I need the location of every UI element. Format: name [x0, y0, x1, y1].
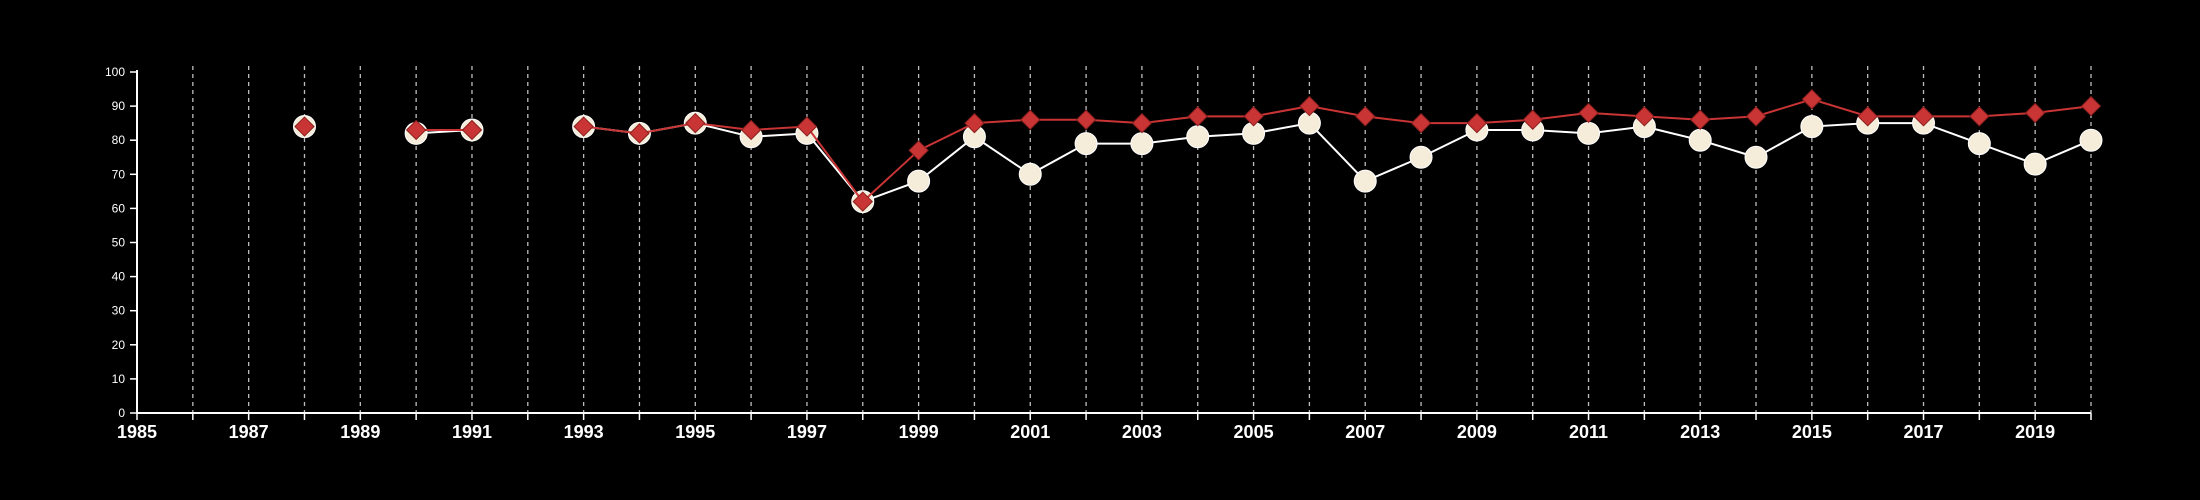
data-point-circle	[1353, 169, 1377, 193]
y-tick-label: 50	[112, 236, 126, 250]
data-point-diamond	[1187, 106, 1208, 127]
data-point-circle	[1577, 121, 1601, 145]
y-tick-label: 80	[112, 133, 126, 147]
x-tick-label: 2003	[1122, 422, 1162, 442]
series-group	[292, 89, 2103, 214]
data-point-diamond	[1075, 109, 1097, 130]
y-tick-label: 40	[112, 270, 126, 284]
data-point-circle	[2079, 128, 2103, 152]
data-point-diamond	[1969, 106, 1990, 127]
data-point-diamond	[852, 191, 873, 212]
y-tick-label: 70	[112, 167, 126, 181]
data-point-diamond	[573, 116, 594, 137]
data-point-diamond	[1689, 109, 1711, 130]
data-point-diamond	[1299, 95, 1320, 117]
data-point-diamond	[1466, 112, 1488, 134]
x-tick-label: 2007	[1345, 422, 1385, 442]
x-tick-label: 1993	[564, 422, 604, 442]
x-tick-label: 2005	[1234, 422, 1274, 442]
data-point-circle	[1967, 132, 1991, 156]
data-point-diamond	[629, 123, 650, 144]
y-tick-label: 60	[112, 201, 126, 215]
x-tick-label: 2017	[1903, 422, 1943, 442]
data-point-diamond	[461, 119, 483, 141]
x-tick-label: 1999	[899, 422, 939, 442]
data-point-diamond	[740, 119, 762, 141]
series-1-line	[583, 122, 2092, 203]
data-point-diamond	[1020, 109, 1041, 130]
data-point-diamond	[1745, 106, 1767, 127]
data-point-diamond	[908, 140, 929, 161]
data-point-diamond	[1578, 102, 1599, 124]
x-tick-label: 2001	[1010, 422, 1050, 442]
data-point-diamond	[294, 116, 315, 137]
y-tick-label: 20	[112, 338, 126, 352]
data-point-circle	[1409, 145, 1433, 169]
series-2-line	[583, 98, 2092, 204]
data-point-diamond	[1243, 106, 1264, 127]
x-tick-label: 1997	[787, 422, 827, 442]
y-tick-label: 30	[112, 304, 126, 318]
y-tick-label: 90	[112, 99, 126, 113]
data-point-circle	[2023, 152, 2047, 176]
data-point-circle	[1018, 162, 1042, 186]
data-point-diamond	[1913, 106, 1934, 127]
axes: 0 10 20 30 40 50 60 70 80 90 100 1985 1987 1989 1991 19…	[105, 65, 2092, 442]
data-point-circle	[1744, 145, 1768, 169]
data-point-circle	[1074, 132, 1098, 156]
data-point-circle	[1186, 125, 1210, 149]
x-tick-label: 1995	[675, 422, 715, 442]
x-tick-label: 1985	[117, 422, 157, 442]
data-point-diamond	[1522, 109, 1543, 130]
data-point-diamond	[1355, 106, 1376, 127]
data-point-diamond	[405, 119, 427, 141]
data-point-circle	[1130, 132, 1154, 156]
data-point-diamond	[964, 112, 985, 134]
data-point-diamond	[2024, 102, 2046, 124]
y-tick-label: 10	[112, 372, 126, 386]
x-tick-label: 2009	[1457, 422, 1497, 442]
data-point-diamond	[1634, 106, 1655, 127]
data-point-diamond	[1410, 112, 1432, 134]
x-tick-label: 1987	[229, 422, 269, 442]
data-point-diamond	[685, 112, 706, 134]
data-point-circle	[1688, 128, 1712, 152]
data-point-diamond	[1857, 106, 1878, 127]
data-point-diamond	[1131, 112, 1153, 134]
x-tick-label: 1989	[340, 422, 380, 442]
x-tick-label: 1991	[452, 422, 492, 442]
series-1	[292, 111, 2103, 214]
y-tick-label: 0	[118, 406, 125, 420]
x-tick-label: 2011	[1569, 422, 1608, 442]
data-point-circle	[1800, 115, 1824, 139]
data-point-circle	[907, 169, 931, 193]
x-tick-label: 2015	[1792, 422, 1832, 442]
y-tick-label: 100	[105, 65, 125, 79]
x-tick-label: 2019	[2015, 422, 2055, 442]
data-point-diamond	[1801, 89, 1823, 110]
data-point-diamond	[2080, 95, 2102, 117]
x-tick-label: 2013	[1680, 422, 1720, 442]
data-point-diamond	[796, 116, 818, 137]
series-2	[294, 89, 2102, 212]
